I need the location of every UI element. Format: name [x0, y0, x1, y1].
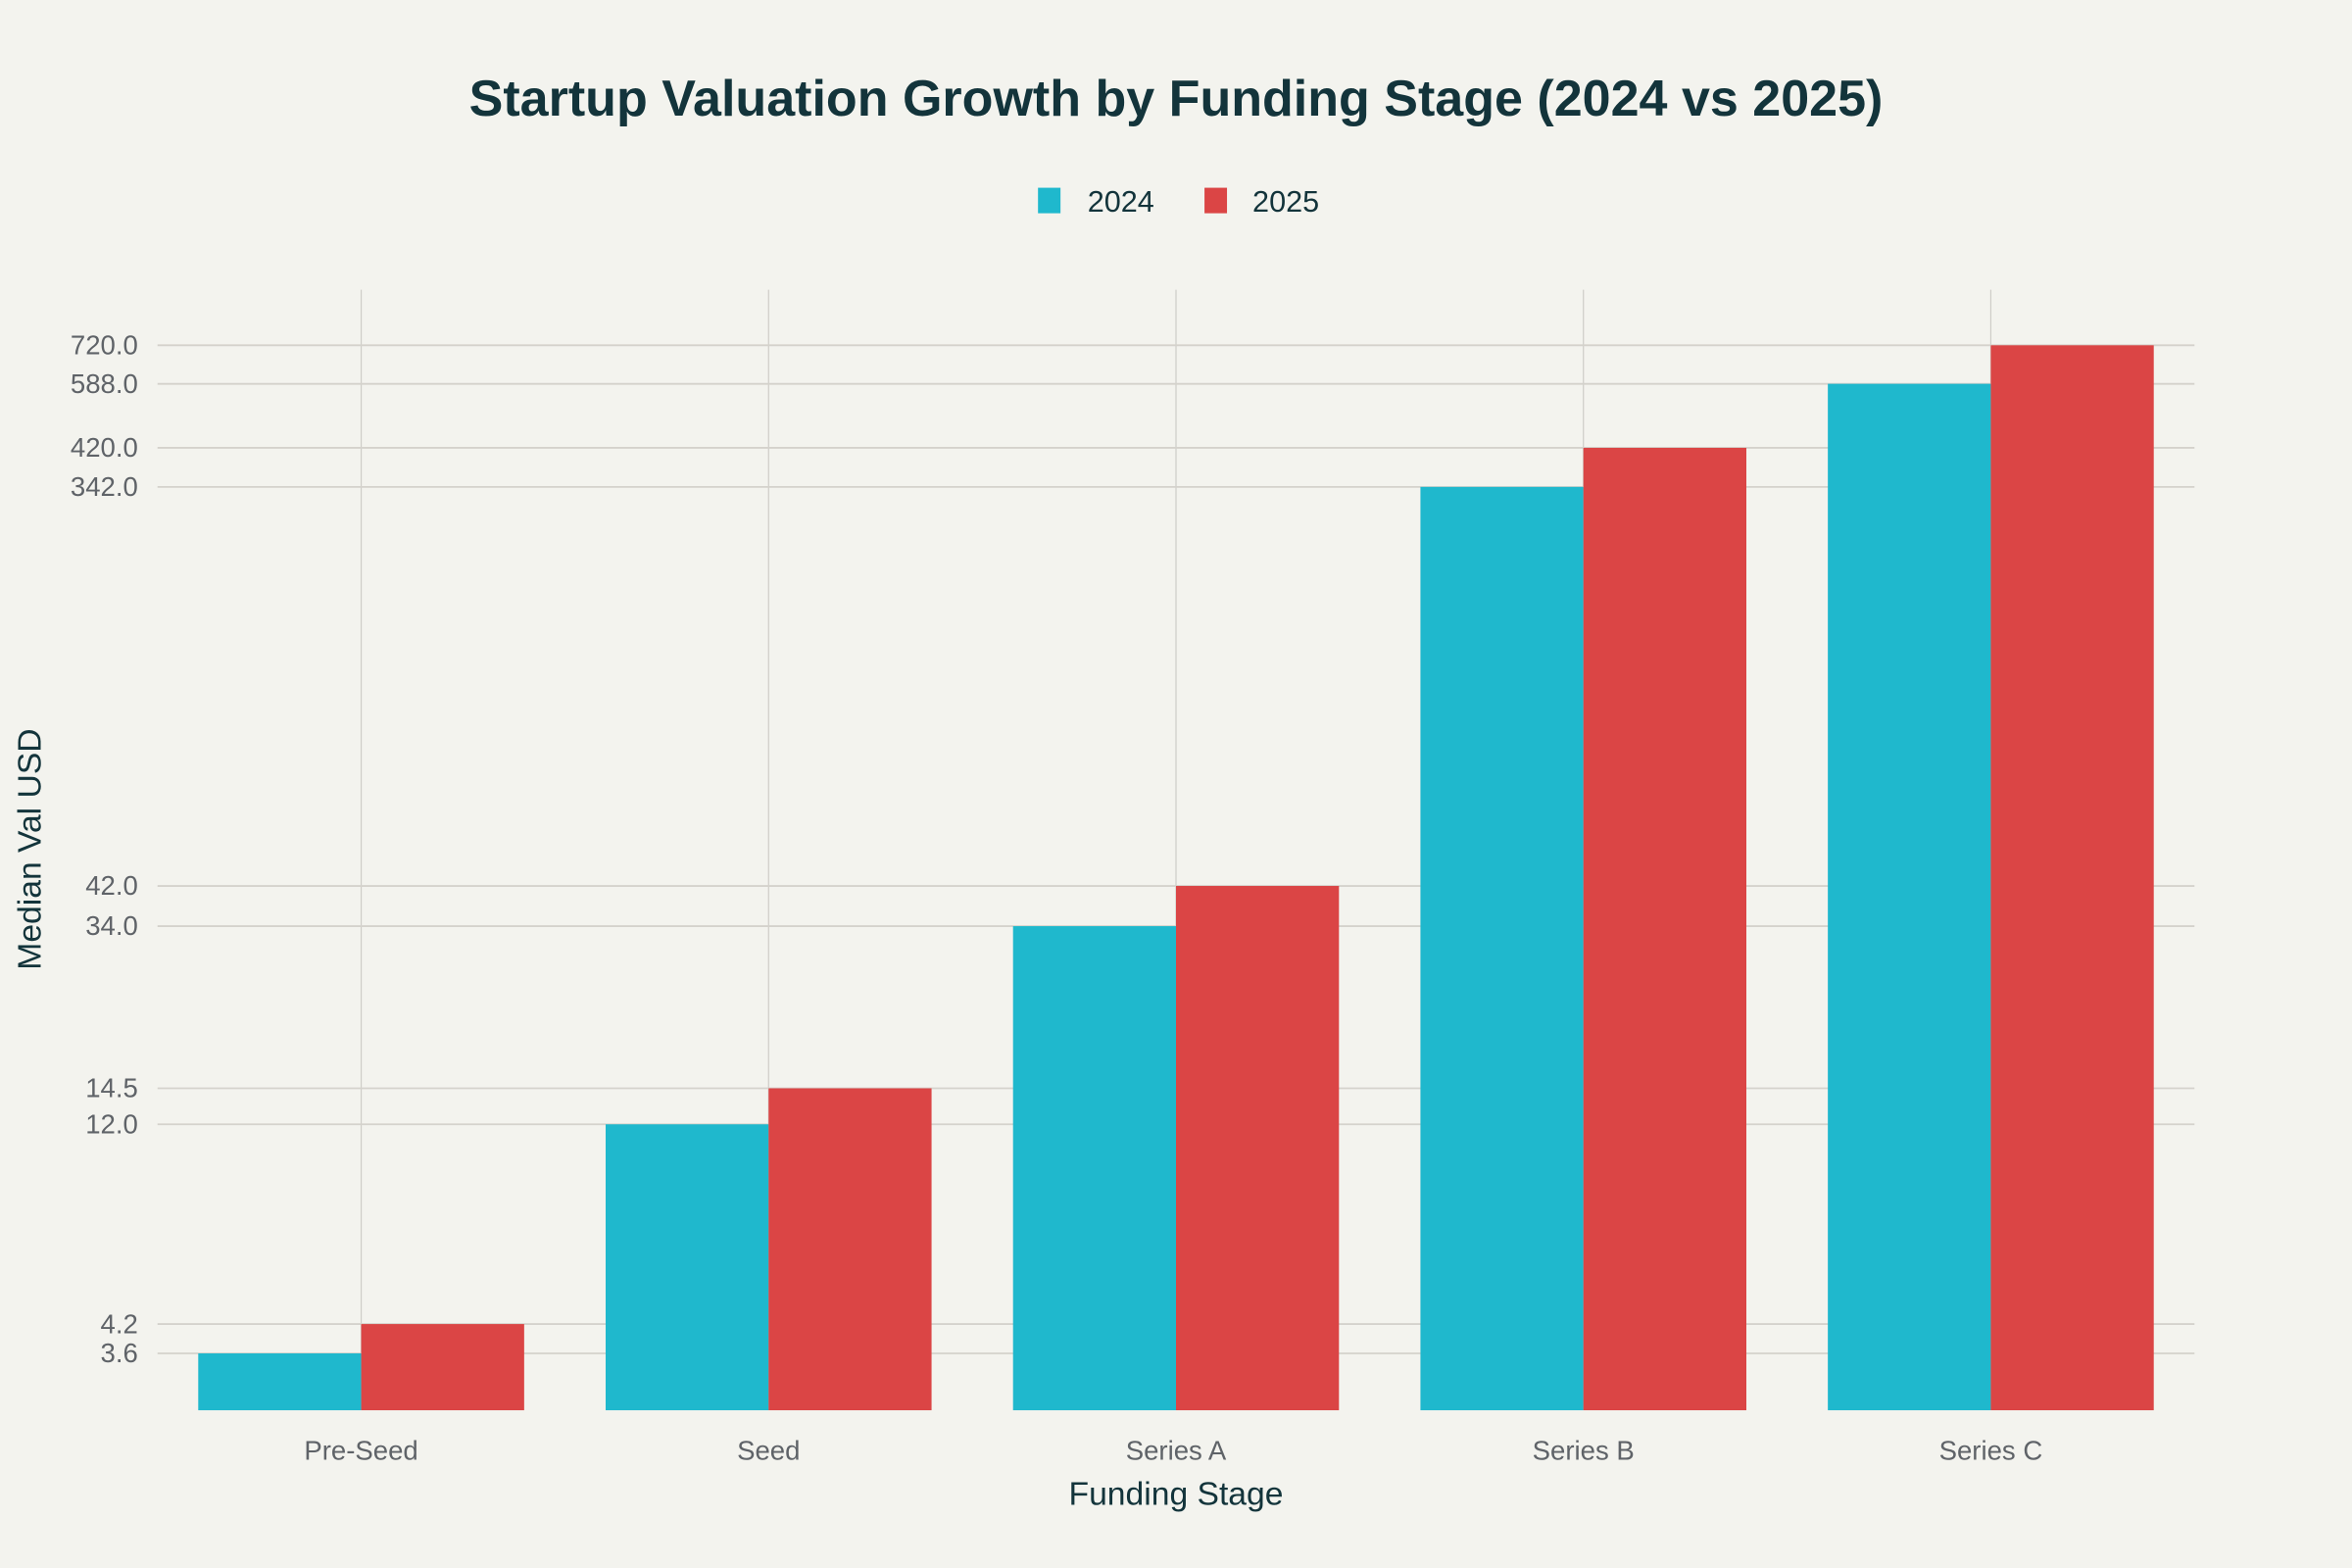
bar-2025-series-b[interactable]	[1583, 447, 1746, 1411]
bar-2024-series-a[interactable]	[1012, 926, 1176, 1411]
y-tick-label: 342.0	[71, 471, 138, 502]
y-tick-label: 12.0	[85, 1108, 138, 1139]
bar-2024-seed[interactable]	[606, 1124, 769, 1411]
legend-item-2025[interactable]: 2025	[1204, 185, 1319, 219]
bar-2025-series-a[interactable]	[1176, 886, 1340, 1411]
x-tick-labels: Pre-Seed Seed Series A Series B Series C	[304, 1436, 2042, 1466]
y-tick-label: 34.0	[85, 910, 138, 941]
bar-2025-pre-seed[interactable]	[361, 1324, 524, 1411]
legend-swatch-2025	[1204, 187, 1228, 214]
bar-2025-series-c[interactable]	[1990, 345, 2154, 1411]
y-tick-label: 588.0	[71, 368, 138, 399]
x-tick-label: Pre-Seed	[304, 1436, 417, 1466]
legend-label-2024: 2024	[1088, 185, 1154, 219]
legend-item-2024[interactable]: 2024	[1038, 185, 1154, 219]
x-tick-label: Series B	[1533, 1436, 1635, 1466]
legend-swatch-2024	[1038, 187, 1061, 214]
x-axis-title: Funding Stage	[1069, 1476, 1284, 1512]
legend: 2024 2025	[1038, 185, 1319, 219]
y-tick-label: 720.0	[71, 330, 138, 361]
y-tick-labels: 3.64.2 12.0 14.5 34.0 42.0 342.0 420.0 588.0 720…	[71, 330, 138, 1369]
x-tick-label: Series A	[1126, 1436, 1227, 1466]
bars	[198, 345, 2154, 1411]
legend-label-2025: 2025	[1252, 185, 1319, 219]
bar-2025-seed[interactable]	[768, 1088, 932, 1411]
y-tick-label: 420.0	[71, 432, 138, 463]
x-tick-label: Seed	[737, 1436, 800, 1466]
y-tick-label: 14.5	[85, 1073, 138, 1103]
bar-2024-series-b[interactable]	[1420, 486, 1584, 1411]
y-tick-label: 42.0	[85, 870, 138, 901]
bar-2024-pre-seed[interactable]	[198, 1353, 362, 1411]
x-tick-label: Series C	[1939, 1436, 2043, 1466]
y-axis-title: Median Val USD	[12, 728, 48, 969]
chart-title: Startup Valuation Growth by Funding Stag…	[469, 71, 1884, 127]
y-tick-label: 3.6	[101, 1338, 138, 1368]
bar-2024-series-c[interactable]	[1828, 383, 1991, 1411]
y-tick-label: 4.2	[101, 1308, 138, 1339]
